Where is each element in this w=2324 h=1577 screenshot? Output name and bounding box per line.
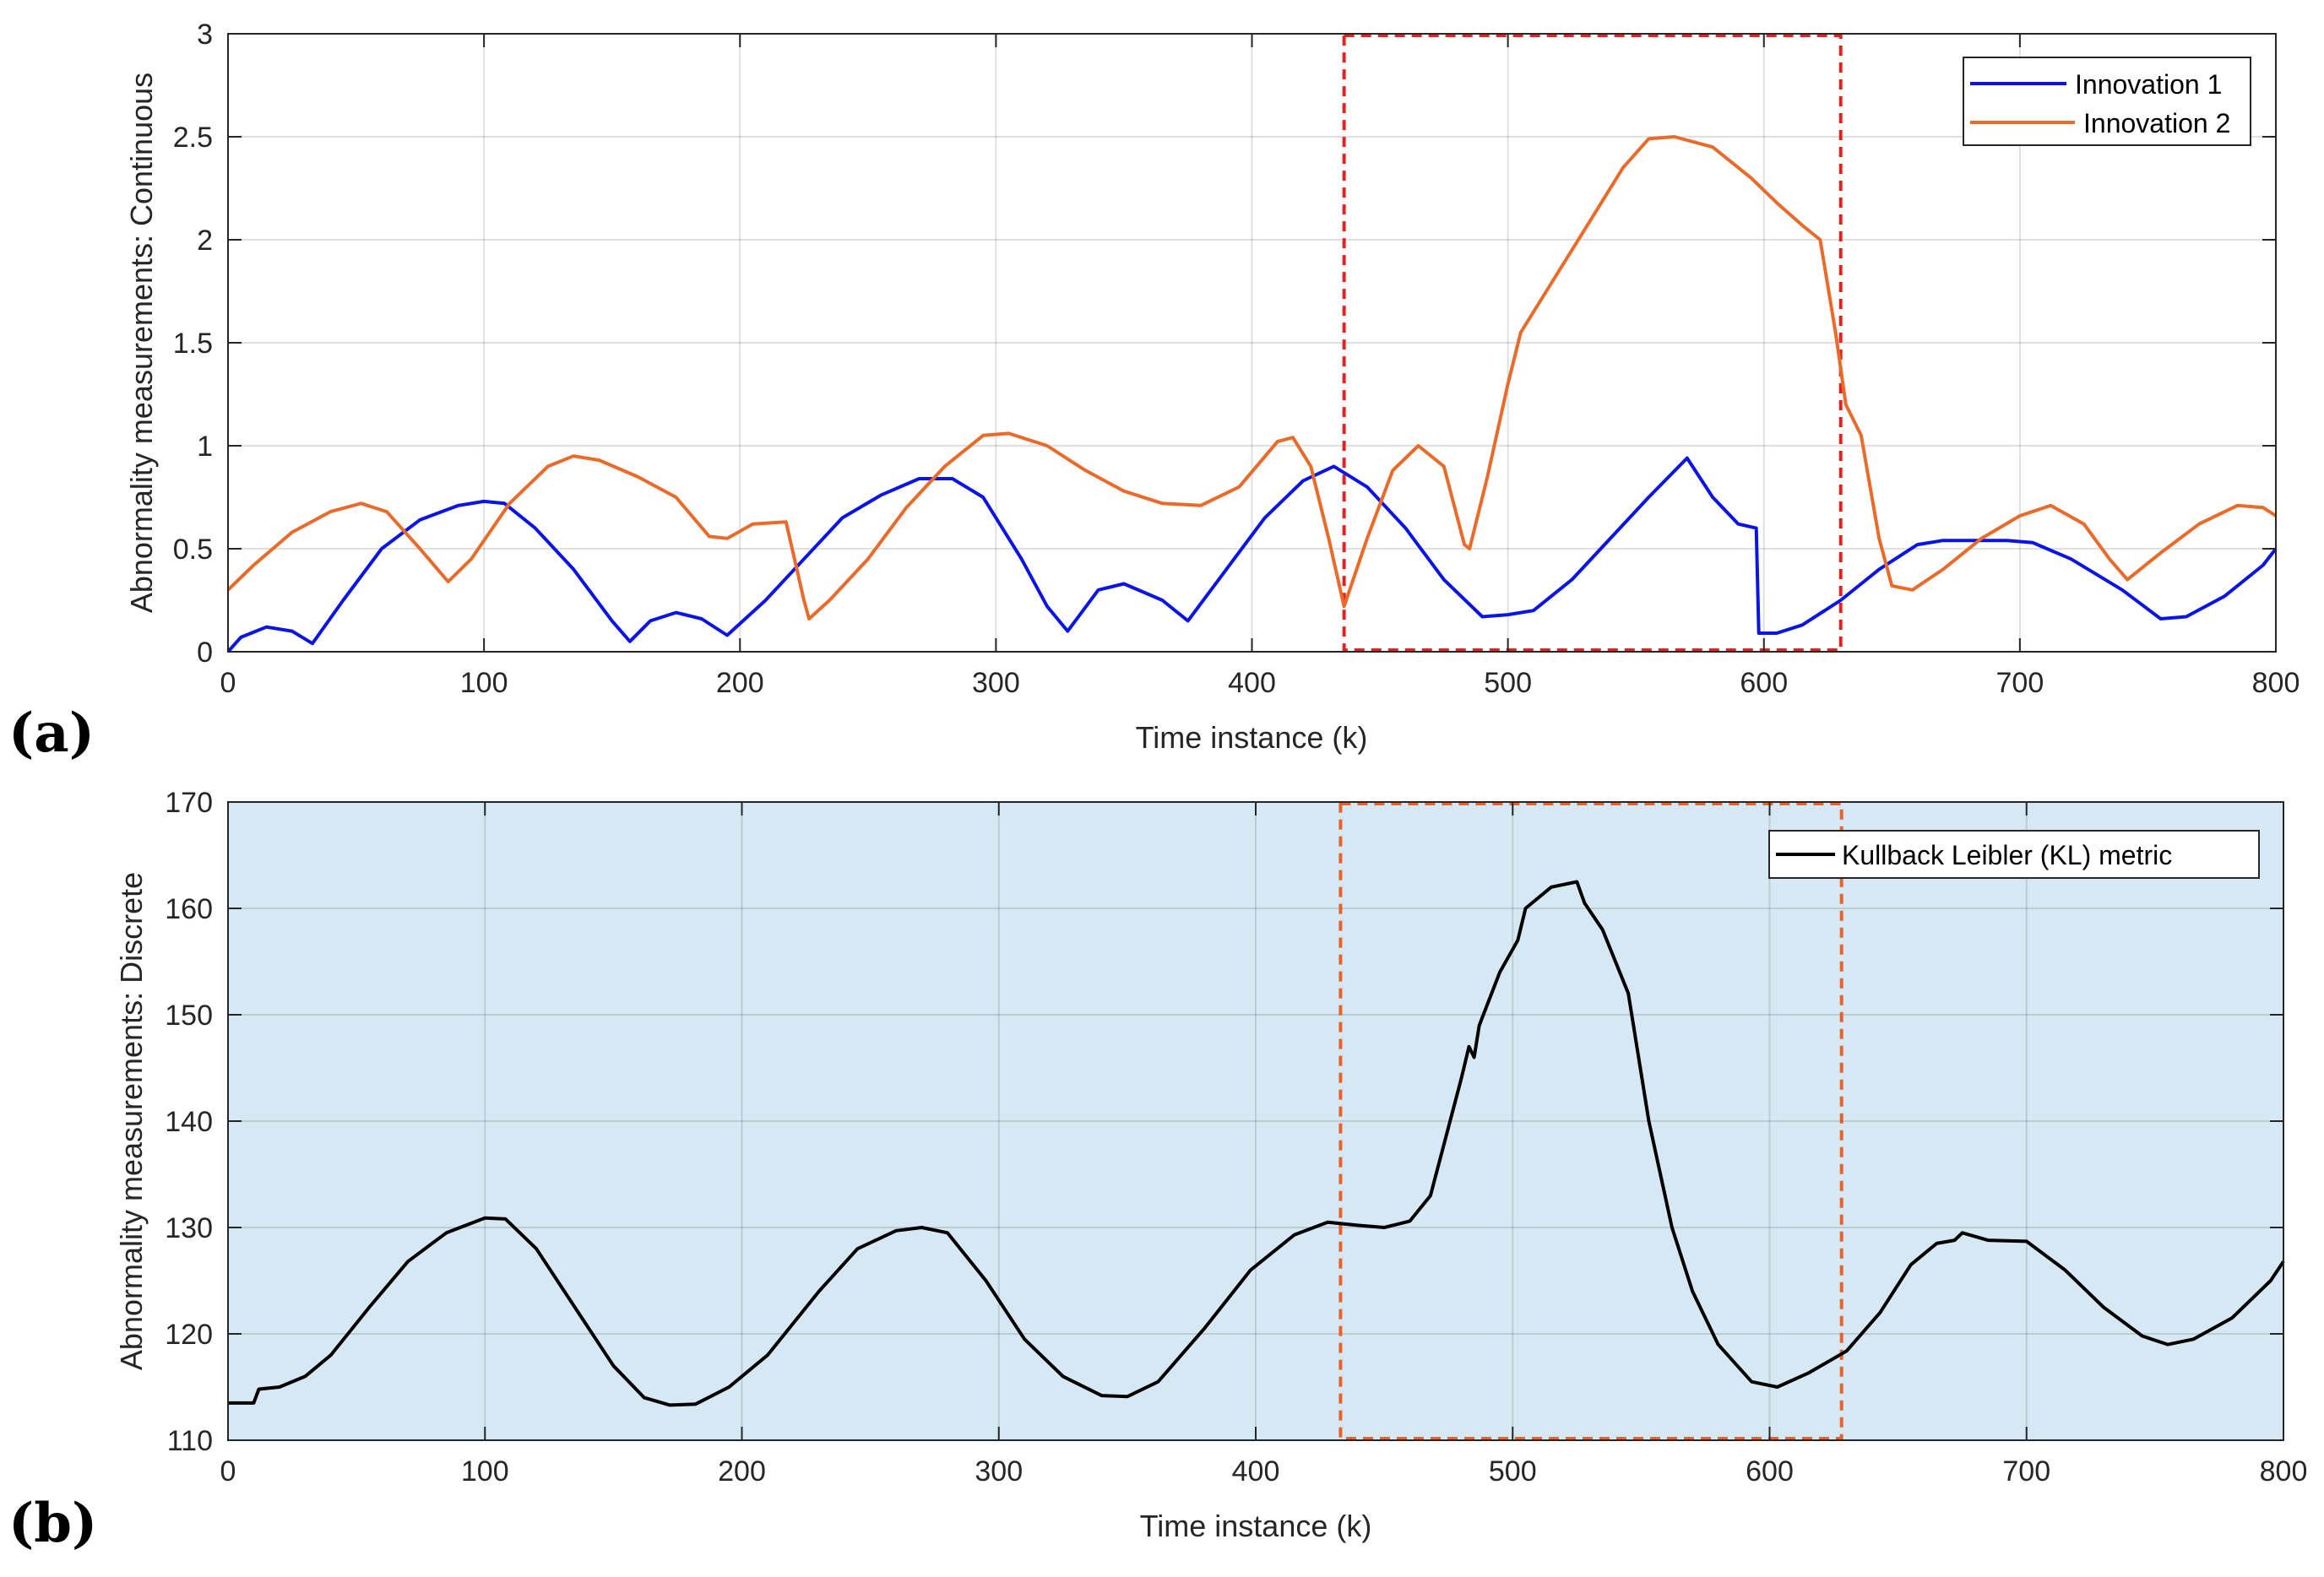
- x-tick-labels-a: 0 100 200 300 400 500 600 700 800: [220, 667, 2300, 699]
- legend-label-innovation-2: Innovation 2: [2083, 108, 2230, 138]
- ticks-b: [227, 801, 2284, 1441]
- y-tick-label: 0.5: [173, 534, 213, 566]
- x-tick-label: 200: [718, 1455, 766, 1488]
- x-tick-label: 700: [1996, 667, 2044, 699]
- x-tick-label: 100: [461, 1455, 509, 1488]
- legend-box-b: [1768, 830, 2260, 879]
- y-tick-label: 1: [197, 431, 213, 463]
- y-tick-label: 110: [167, 1425, 213, 1457]
- x-axis-label-b: Time instance (k): [1140, 1509, 1372, 1543]
- y-tick-label: 170: [165, 787, 213, 819]
- x-tick-label: 400: [1228, 667, 1276, 699]
- y-tick-labels-b: 110 120 130 140 150 160 170: [165, 787, 213, 1457]
- legend-label-kl-metric: Kullback Leibler (KL) metric: [1842, 840, 2172, 870]
- x-tick-label: 500: [1489, 1455, 1537, 1488]
- highlight-box-b: [1338, 802, 1843, 1440]
- ticks-a: [227, 33, 2277, 653]
- y-tick-label: 2.5: [173, 122, 213, 154]
- series-lines-a: [226, 135, 2278, 653]
- gridlines-b: [228, 802, 2283, 1440]
- x-tick-label: 200: [716, 667, 764, 699]
- legend-label-innovation-1: Innovation 1: [2075, 69, 2222, 100]
- x-tick-label: 100: [460, 667, 508, 699]
- x-tick-label: 700: [2002, 1455, 2050, 1488]
- plot-area-a: [228, 34, 2276, 652]
- x-tick-label: 800: [2260, 1455, 2308, 1488]
- x-axis-label-a: Time instance (k): [1136, 720, 1368, 755]
- x-tick-label: 400: [1232, 1455, 1280, 1488]
- y-tick-label: 1.5: [173, 328, 213, 360]
- y-tick-label: 2: [197, 225, 213, 257]
- panel-label-a: (a): [8, 702, 95, 765]
- x-tick-label: 0: [220, 667, 236, 699]
- chart-a: 0 100 200 300 400 500 600 700 800 00.511.522.53 …: [8, 19, 2300, 765]
- legend-b: Kullback Leibler (KL) metric: [1768, 830, 2260, 879]
- legend-a: Innovation 1 Innovation 2: [1963, 57, 2251, 146]
- y-axis-label-b: Abnormality measurements: Discrete: [114, 872, 149, 1370]
- y-tick-label: 160: [165, 893, 213, 925]
- y-tick-labels-a: 0 0.5 1 1.5 2 2.5 3: [173, 19, 213, 669]
- series-lines-b: [228, 880, 2285, 1407]
- y-tick-label: 150: [165, 1000, 213, 1032]
- y-tick-label: 140: [165, 1106, 213, 1138]
- panel-label-b: (b): [8, 1492, 97, 1555]
- y-tick-label: 3: [197, 19, 213, 51]
- x-tick-label: 800: [2252, 667, 2300, 699]
- y-tick-label: 0: [197, 637, 213, 669]
- x-tick-label: 300: [972, 667, 1020, 699]
- x-tick-label: 500: [1484, 667, 1532, 699]
- series-line-innovation-1: [226, 456, 2278, 653]
- x-tick-labels-b: 0 100 200 300 400 500 600 700 800: [220, 1455, 2308, 1488]
- chart-b: 0 100 200 300 400 500 600 700 800 110 120 130 140 15…: [8, 787, 2307, 1555]
- x-tick-label: 600: [1740, 667, 1788, 699]
- series-line-innovation-2: [226, 135, 2278, 621]
- y-axis-label-a: Abnormality measurements: Continuous: [124, 73, 159, 613]
- x-tick-label: 0: [220, 1455, 236, 1488]
- x-tick-label: 600: [1746, 1455, 1794, 1488]
- y-tick-label: 130: [165, 1212, 213, 1244]
- legend-box-a: [1963, 57, 2251, 146]
- series-line-kullback-leibler-kl-metric: [228, 880, 2285, 1407]
- gridlines-a: [228, 34, 2276, 652]
- highlight-box-a: [1342, 34, 1843, 652]
- y-tick-label: 120: [165, 1319, 213, 1351]
- x-tick-label: 300: [975, 1455, 1023, 1488]
- plot-area-b: [228, 802, 2283, 1440]
